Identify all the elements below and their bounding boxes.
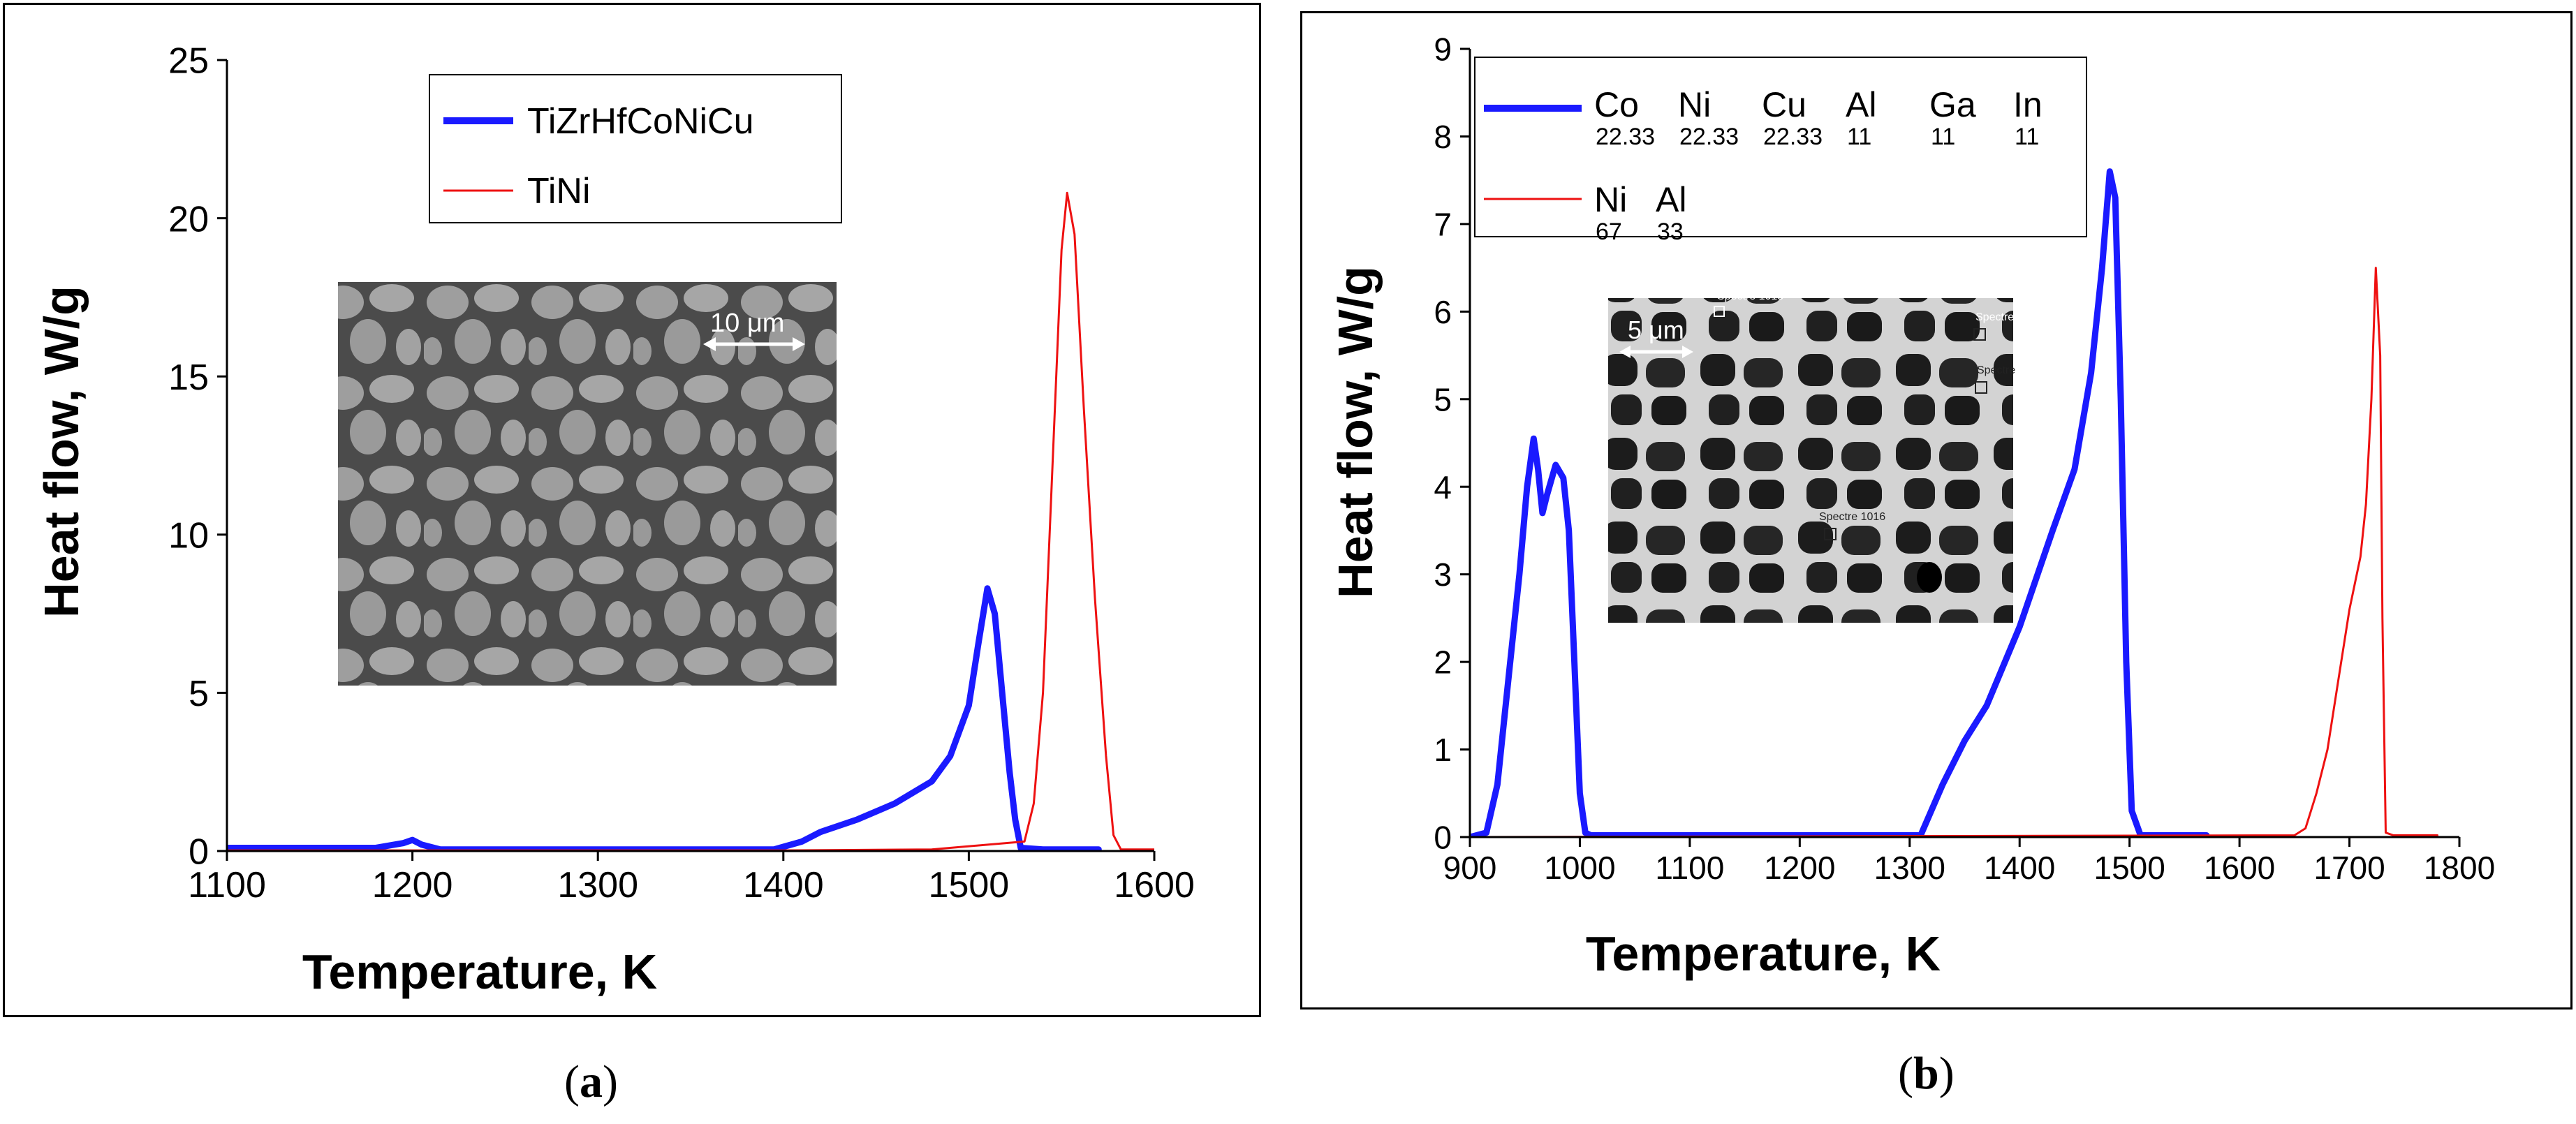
x-tick-label: 900 bbox=[1443, 850, 1497, 886]
x-tick-label: 1100 bbox=[188, 865, 266, 905]
y-tick-label: 10 bbox=[168, 516, 209, 556]
legend-a: TiZrHfCoNiCu TiNi bbox=[429, 74, 842, 223]
chart-a-svg: 10 μm 1100 1200 1300 1400 1500 1600 0 5 10 15 20 25… bbox=[34, 41, 1195, 999]
caption-letter-b: b bbox=[1913, 1048, 1939, 1099]
x-tick-label: 1400 bbox=[1984, 850, 2055, 886]
y-tick-label: 1 bbox=[1434, 732, 1452, 768]
legend-subscript: 22.33 bbox=[1763, 124, 1823, 150]
x-tick-label: 1300 bbox=[557, 865, 638, 905]
x-tick-label: 1600 bbox=[2204, 850, 2275, 886]
scale-bar-b: 5 μm bbox=[1619, 316, 1693, 358]
y-axis-label-a: Heat flow, W/g bbox=[34, 286, 89, 618]
legend-element: In bbox=[2013, 85, 2043, 124]
legend-subscript: 33 bbox=[1657, 219, 1684, 245]
legend-element: Ni bbox=[1678, 85, 1711, 124]
legend-subscript: 22.33 bbox=[1596, 124, 1655, 150]
x-tick-label: 1500 bbox=[2093, 850, 2165, 886]
y-tick-label: 0 bbox=[189, 832, 209, 873]
scale-bar-a: 10 μm bbox=[703, 309, 805, 351]
x-tick-label: 1200 bbox=[372, 865, 453, 905]
y-tick-label: 20 bbox=[168, 199, 209, 239]
x-axis-label-b: Temperature, K bbox=[1586, 926, 1941, 981]
y-axis-label-b: Heat flow, W/g bbox=[1328, 266, 1383, 598]
x-tick-label: 1600 bbox=[1114, 865, 1195, 905]
spectre-label-4: Spectre 1016 bbox=[1819, 511, 1885, 523]
legend-element: Ga bbox=[1929, 85, 1976, 124]
y-tick-label: 0 bbox=[1434, 820, 1452, 856]
y-tick-label: 5 bbox=[1434, 381, 1452, 417]
chart-b-svg: 5 μm Spectre 1013 Spectre Spectre Spectr… bbox=[1328, 31, 2495, 981]
legend-subscript: 67 bbox=[1596, 219, 1622, 245]
legend-subscript: 11 bbox=[1931, 124, 1955, 150]
legend-element: Co bbox=[1594, 85, 1639, 124]
x-tick-label: 1400 bbox=[743, 865, 824, 905]
legend-a-label-2: TiNi bbox=[527, 171, 591, 212]
y-tick-label: 8 bbox=[1434, 119, 1452, 155]
panel-caption-b: (b) bbox=[1898, 1048, 1955, 1099]
legend-a-label-1: TiZrHfCoNiCu bbox=[527, 101, 754, 142]
chart-panel-b: 5 μm Spectre 1013 Spectre Spectre Spectr… bbox=[1300, 11, 2573, 1010]
x-tick-label: 1100 bbox=[1655, 850, 1724, 886]
legend-element: Ni bbox=[1594, 180, 1627, 219]
x-tick-label: 1300 bbox=[1874, 850, 1945, 886]
legend-subscript: 11 bbox=[1847, 124, 1871, 150]
x-tick-label: 1800 bbox=[2424, 850, 2495, 886]
series-line-b-1 bbox=[1470, 168, 2210, 837]
caption-letter-a: a bbox=[579, 1056, 603, 1107]
y-tick-label: 9 bbox=[1434, 31, 1452, 68]
spectre-label-2: Spectre bbox=[1975, 311, 2014, 323]
legend-element: Cu bbox=[1762, 85, 1806, 124]
x-axis-label-a: Temperature, K bbox=[302, 945, 657, 999]
scale-bar-label-a: 10 μm bbox=[710, 309, 784, 338]
x-tick-label: 1000 bbox=[1544, 850, 1615, 886]
chart-panel-a: 10 μm 1100 1200 1300 1400 1500 1600 0 5 10 15 20 25… bbox=[3, 3, 1261, 1017]
legend-subscript: 22.33 bbox=[1679, 124, 1739, 150]
panel-caption-a: (a) bbox=[564, 1056, 618, 1107]
y-tick-label: 2 bbox=[1434, 644, 1452, 681]
x-tick-label: 1500 bbox=[929, 865, 1010, 905]
micrograph-inset-b bbox=[1608, 298, 2013, 623]
scale-bar-label-b: 5 μm bbox=[1628, 316, 1684, 344]
series-line-a-2 bbox=[227, 191, 1154, 851]
spectre-markers: Spectre 1013 Spectre Spectre Spectre 101… bbox=[1714, 290, 2015, 593]
y-tick-label: 15 bbox=[168, 357, 209, 398]
legend-element: Al bbox=[1656, 180, 1686, 219]
y-tick-label: 25 bbox=[168, 41, 209, 82]
y-tick-label: 5 bbox=[189, 674, 209, 714]
y-tick-label: 6 bbox=[1434, 294, 1452, 330]
x-tick-label: 1700 bbox=[2313, 850, 2385, 886]
spectre-label-1: Spectre 1013 bbox=[1717, 290, 1783, 302]
micrograph-inset-a bbox=[338, 282, 837, 686]
series-line-b-2 bbox=[1470, 267, 2438, 837]
y-tick-label: 4 bbox=[1434, 469, 1452, 505]
y-tick-label: 3 bbox=[1434, 556, 1452, 593]
x-tick-label: 1200 bbox=[1764, 850, 1835, 886]
legend-subscript: 11 bbox=[2015, 124, 2039, 150]
series-line-a-1 bbox=[227, 585, 1102, 851]
spectre-label-3: Spectre bbox=[1977, 364, 2015, 376]
y-tick-label: 7 bbox=[1434, 206, 1452, 242]
legend-element: Al bbox=[1846, 85, 1876, 124]
